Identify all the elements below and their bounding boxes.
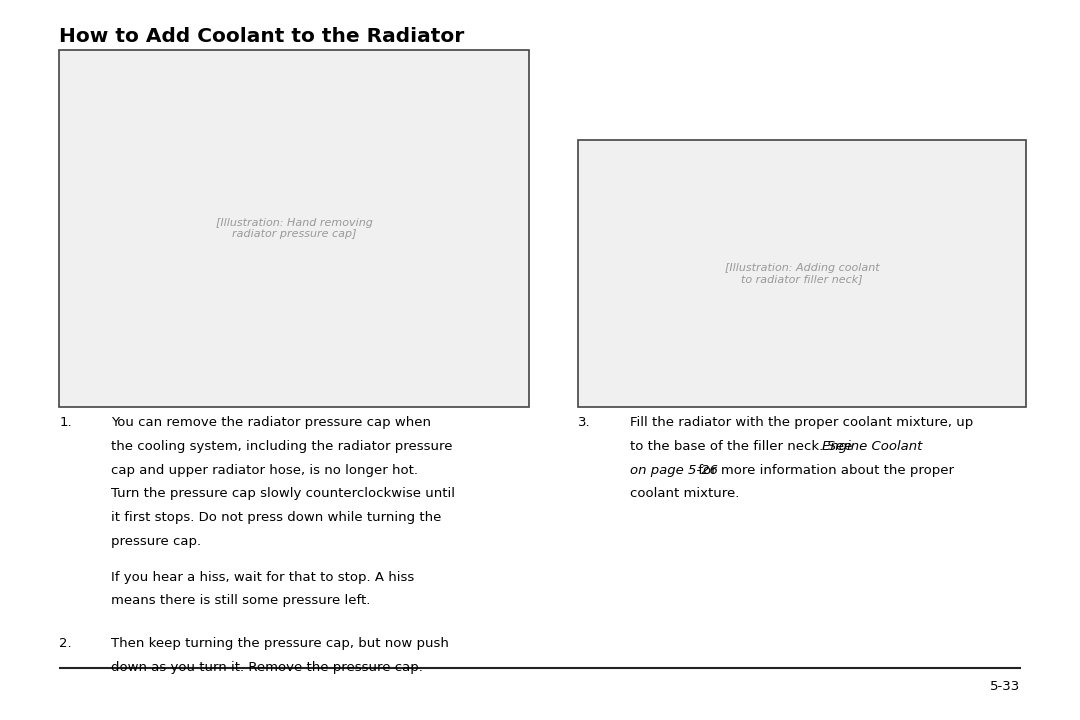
Text: Turn the pressure cap slowly counterclockwise until: Turn the pressure cap slowly countercloc…	[111, 487, 456, 500]
Text: 1.: 1.	[59, 416, 72, 429]
Text: for more information about the proper: for more information about the proper	[693, 464, 954, 477]
Text: means there is still some pressure left.: means there is still some pressure left.	[111, 595, 370, 608]
Text: to the base of the filler neck. See: to the base of the filler neck. See	[630, 440, 856, 453]
Text: down as you turn it. Remove the pressure cap.: down as you turn it. Remove the pressure…	[111, 661, 423, 674]
Text: coolant mixture.: coolant mixture.	[630, 487, 739, 500]
Text: on page 5-26: on page 5-26	[630, 464, 717, 477]
Text: the cooling system, including the radiator pressure: the cooling system, including the radiat…	[111, 440, 453, 453]
Bar	[59, 50, 529, 407]
Text: 2.: 2.	[59, 637, 72, 650]
Text: 3.: 3.	[578, 416, 591, 429]
Text: Fill the radiator with the proper coolant mixture, up: Fill the radiator with the proper coolan…	[630, 416, 973, 429]
Text: How to Add Coolant to the Radiator: How to Add Coolant to the Radiator	[59, 27, 464, 46]
Text: cap and upper radiator hose, is no longer hot.: cap and upper radiator hose, is no longe…	[111, 464, 418, 477]
Text: Engine Coolant: Engine Coolant	[822, 440, 922, 453]
Text: 5-33: 5-33	[990, 680, 1021, 693]
Text: [Illustration: Hand removing
radiator pressure cap]: [Illustration: Hand removing radiator pr…	[216, 217, 373, 239]
Text: it first stops. Do not press down while turning the: it first stops. Do not press down while …	[111, 511, 442, 524]
Text: Then keep turning the pressure cap, but now push: Then keep turning the pressure cap, but …	[111, 637, 449, 650]
Text: [Illustration: Adding coolant
to radiator filler neck]: [Illustration: Adding coolant to radiato…	[725, 263, 879, 284]
Bar	[578, 140, 1026, 407]
Text: pressure cap.: pressure cap.	[111, 535, 201, 548]
Text: You can remove the radiator pressure cap when: You can remove the radiator pressure cap…	[111, 416, 431, 429]
Text: If you hear a hiss, wait for that to stop. A hiss: If you hear a hiss, wait for that to sto…	[111, 571, 415, 584]
